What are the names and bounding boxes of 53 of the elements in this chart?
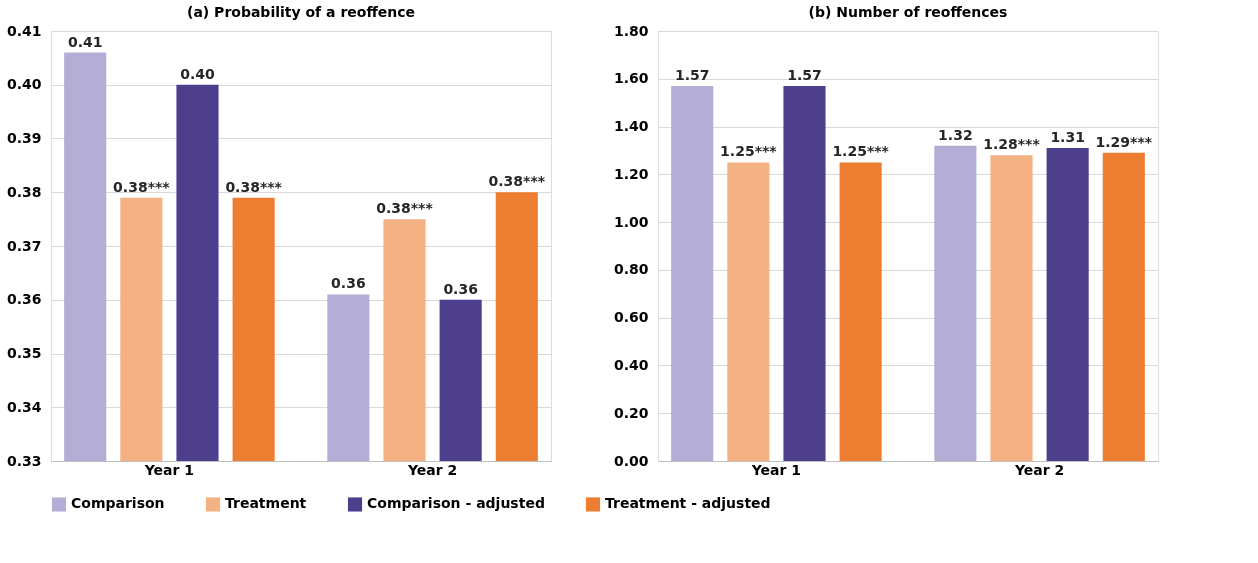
data-label: 0.36 [443,280,478,297]
y-tick-label: 0.35 [6,345,42,361]
x-tick-label: Year 1 [143,461,195,478]
bar [671,85,714,461]
y-tick-label: 0.38 [6,183,42,200]
bar [1102,152,1145,461]
y-tick-label: 1.40 [613,118,649,135]
y-tick-label: 0.40 [613,356,649,373]
y-tick-label: 0.34 [6,398,42,415]
x-tick-label: Year 2 [1013,461,1065,478]
bar [934,145,977,461]
data-label: 1.29*** [1095,133,1153,150]
y-tick-label: 1.60 [613,70,649,87]
data-label: 1.25*** [720,143,778,160]
bar [839,162,882,461]
data-label: 1.31 [1050,129,1085,146]
data-label: 0.38*** [113,178,171,195]
chart-title: (b) Number of reoffences [808,4,1008,20]
y-tick-label: 0.40 [6,76,42,93]
chart-title: (a) Probability of a reoffence [187,4,415,20]
y-tick-label: 0.39 [6,130,42,146]
y-tick-label: 1.00 [613,213,649,230]
data-label: 1.28*** [983,136,1041,153]
legend-label: Treatment - adjusted [605,495,771,512]
legend-label: Comparison - adjusted [367,495,545,512]
y-tick-label: 0.36 [6,291,42,308]
legend-label: Treatment [225,495,307,512]
data-label: 1.57 [787,66,822,83]
y-tick-label: 0.37 [6,237,42,254]
y-tick-label: 0.80 [613,261,649,278]
y-tick-label: 0.60 [613,309,649,326]
x-tick-label: Year 1 [750,461,802,478]
bar [990,155,1033,461]
data-label: 1.32 [938,126,973,143]
y-tick-label: 1.20 [613,165,649,182]
bar [727,162,770,461]
data-label: 0.38*** [225,178,283,195]
data-label: 0.41 [67,33,103,50]
x-tick-label: Year 2 [406,461,458,478]
data-label: 0.40 [180,65,216,82]
data-label: 1.25*** [832,143,890,160]
legend-label: Comparison [71,495,165,512]
data-label: 0.38*** [488,173,546,190]
bar [783,85,826,461]
y-tick-label: 0.00 [613,452,649,469]
data-label: 1.57 [674,66,710,83]
y-tick-label: 0.33 [6,452,42,469]
bar [1046,148,1089,461]
y-tick-label: 0.41 [6,22,42,39]
data-label: 0.36 [331,275,366,292]
data-label: 0.38*** [376,200,434,217]
y-tick-label: 1.80 [613,22,649,39]
y-tick-label: 0.20 [613,404,649,421]
